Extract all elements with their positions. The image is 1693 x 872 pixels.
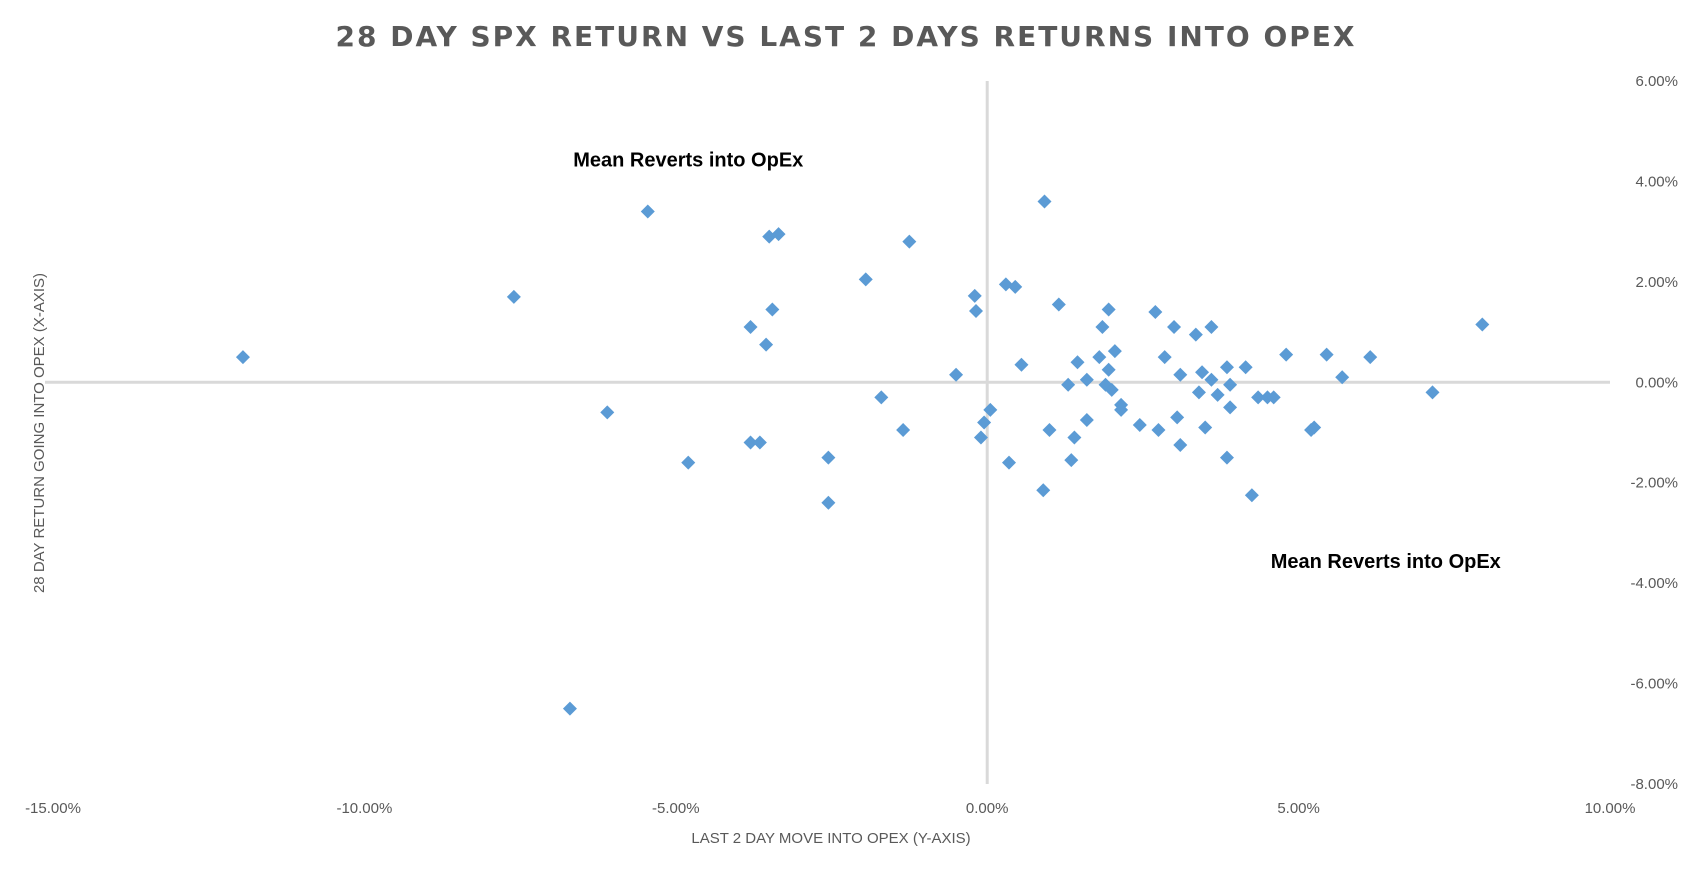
data-point — [1101, 302, 1116, 317]
x-axis-label: LAST 2 DAY MOVE INTO OPEX (Y-AXIS) — [691, 830, 970, 847]
data-point — [743, 320, 758, 335]
y-tick-label: -8.00% — [1630, 776, 1678, 793]
y-tick-label: -4.00% — [1630, 575, 1678, 592]
data-point — [1092, 350, 1107, 365]
data-point — [1051, 297, 1066, 312]
data-point — [1061, 377, 1076, 392]
data-point — [1335, 370, 1350, 385]
data-point — [681, 455, 696, 470]
data-point — [1210, 387, 1225, 402]
data-point — [1064, 453, 1079, 468]
data-point — [1223, 400, 1238, 415]
data-point — [1157, 350, 1172, 365]
x-tick-label: -10.00% — [336, 800, 392, 817]
y-tick-label: 6.00% — [1635, 73, 1678, 90]
data-point — [235, 350, 250, 365]
data-point — [1238, 360, 1253, 375]
data-point — [949, 367, 964, 382]
x-tick-label: -15.00% — [25, 800, 81, 817]
data-point — [1251, 390, 1266, 405]
data-point — [1173, 438, 1188, 453]
data-point — [1195, 365, 1210, 380]
data-point — [765, 302, 780, 317]
data-point — [600, 405, 615, 420]
x-tick-label: -5.00% — [652, 800, 700, 817]
annotations: Mean Reverts into OpEx Mean Reverts into … — [573, 149, 1501, 573]
data-point — [759, 337, 774, 352]
axes — [45, 81, 1610, 784]
x-tick-labels: -15.00% -10.00% -5.00% 0.00% 5.00% 10.00% — [25, 800, 1635, 817]
data-point — [743, 435, 758, 450]
y-tick-label: -2.00% — [1630, 475, 1678, 492]
data-point — [821, 450, 836, 465]
data-point — [1219, 450, 1234, 465]
data-point — [973, 430, 988, 445]
data-point — [1167, 320, 1182, 335]
data-point — [1008, 279, 1023, 294]
data-point — [1104, 382, 1119, 397]
data-point — [858, 272, 873, 287]
data-point — [771, 227, 786, 242]
data-point — [1151, 422, 1166, 437]
data-point — [1148, 304, 1163, 319]
y-tick-label: -6.00% — [1630, 676, 1678, 693]
data-point — [1319, 347, 1334, 362]
data-point — [1101, 362, 1116, 377]
data-point — [1363, 350, 1378, 365]
data-point — [1014, 357, 1029, 372]
data-point — [1170, 410, 1185, 425]
data-point — [1191, 385, 1206, 400]
data-point — [967, 288, 982, 303]
data-point — [1037, 194, 1052, 209]
data-point — [1266, 390, 1281, 405]
data-point — [752, 435, 767, 450]
data-point — [1244, 488, 1259, 503]
data-point — [1042, 422, 1057, 437]
data-point — [983, 402, 998, 417]
x-tick-label: 5.00% — [1277, 800, 1320, 817]
y-tick-label: 0.00% — [1635, 374, 1678, 391]
y-tick-labels: 6.00% 4.00% 2.00% 0.00% -2.00% -4.00% -6.00% -8… — [1630, 73, 1678, 793]
data-point — [562, 701, 577, 716]
y-tick-label: 2.00% — [1635, 274, 1678, 291]
data-point — [821, 495, 836, 510]
data-point — [1095, 320, 1110, 335]
data-point — [968, 303, 983, 318]
data-point — [1173, 367, 1188, 382]
data-point — [1475, 317, 1490, 332]
annotation-label: Mean Reverts into OpEx — [573, 149, 803, 171]
data-point — [1070, 355, 1085, 370]
y-axis-label: 28 DAY RETURN GOING INTO OPEX (X-AXIS) — [31, 273, 48, 593]
x-tick-label: 10.00% — [1585, 800, 1636, 817]
data-point — [874, 390, 889, 405]
data-point — [1279, 347, 1294, 362]
x-tick-label: 0.00% — [966, 800, 1009, 817]
data-point — [977, 415, 992, 430]
data-point — [1223, 377, 1238, 392]
data-point — [1036, 483, 1051, 498]
y-tick-label: 4.00% — [1635, 173, 1678, 190]
data-point — [640, 204, 655, 219]
data-point — [902, 234, 917, 249]
data-point — [1204, 320, 1219, 335]
data-point — [1114, 402, 1129, 417]
data-point — [1001, 455, 1016, 470]
data-point — [896, 422, 911, 437]
data-point — [1067, 430, 1082, 445]
data-point — [506, 289, 521, 304]
annotation-label: Mean Reverts into OpEx — [1271, 551, 1501, 573]
data-point — [1204, 372, 1219, 387]
data-point — [1188, 327, 1203, 342]
data-point — [1079, 412, 1094, 427]
data-point — [1079, 372, 1094, 387]
data-point — [1425, 385, 1440, 400]
chart-title: 28 DAY SPX RETURN VS LAST 2 DAYS RETURNS… — [336, 20, 1357, 53]
data-point — [1132, 417, 1147, 432]
data-point — [1198, 420, 1213, 435]
data-point — [1219, 360, 1234, 375]
data-point — [1107, 344, 1122, 359]
data-points — [235, 194, 1490, 716]
data-point — [1307, 420, 1322, 435]
